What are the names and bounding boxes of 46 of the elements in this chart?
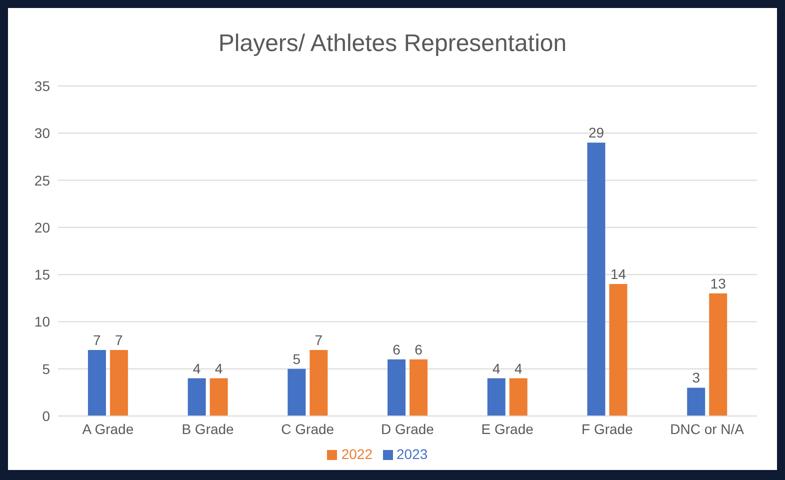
legend-label: 2022 <box>341 446 372 462</box>
bar <box>609 284 628 416</box>
bar <box>188 378 206 416</box>
x-tick-label: D Grade <box>381 420 434 437</box>
y-tick-label: 0 <box>42 408 50 424</box>
x-tick-label: B Grade <box>182 420 234 437</box>
bar <box>210 378 228 416</box>
data-label: 3 <box>692 370 700 386</box>
bar <box>709 293 728 416</box>
data-label: 7 <box>115 332 124 348</box>
data-label: 6 <box>414 341 423 358</box>
data-label: 13 <box>710 275 726 292</box>
x-tick-label: C Grade <box>281 420 334 437</box>
y-tick-label: 20 <box>34 219 50 236</box>
data-label: 4 <box>492 360 500 376</box>
y-tick-label: 25 <box>34 172 50 188</box>
bar <box>88 350 106 416</box>
data-label: 29 <box>588 124 604 141</box>
data-label: 14 <box>610 266 626 282</box>
bar <box>687 388 706 416</box>
x-tick-label: E Grade <box>481 420 534 437</box>
legend-label: 2023 <box>396 446 428 462</box>
bar <box>388 359 406 416</box>
data-label: 7 <box>93 332 102 348</box>
data-label: 7 <box>314 332 323 348</box>
y-tick-label: 35 <box>34 78 50 94</box>
bar <box>587 142 606 416</box>
data-label: 6 <box>392 341 401 358</box>
bar <box>509 378 528 416</box>
y-tick-label: 5 <box>42 360 50 377</box>
data-label: 4 <box>214 360 223 376</box>
y-tick-label: 10 <box>34 314 50 330</box>
data-label: 4 <box>192 360 201 376</box>
data-label: 4 <box>514 360 522 376</box>
bar <box>487 378 506 416</box>
chart-title: Players/ Athletes Representation <box>217 29 568 59</box>
y-tick-label: 15 <box>34 266 50 283</box>
data-label: 5 <box>292 350 301 367</box>
bar <box>410 359 428 416</box>
x-tick-label: A Grade <box>82 420 134 437</box>
x-tick-label: F Grade <box>582 420 634 437</box>
bar <box>288 368 306 416</box>
y-tick-label: 30 <box>34 125 50 142</box>
x-tick-label: DNC or N/A <box>670 420 745 437</box>
bar <box>310 350 328 416</box>
bar <box>110 350 128 416</box>
